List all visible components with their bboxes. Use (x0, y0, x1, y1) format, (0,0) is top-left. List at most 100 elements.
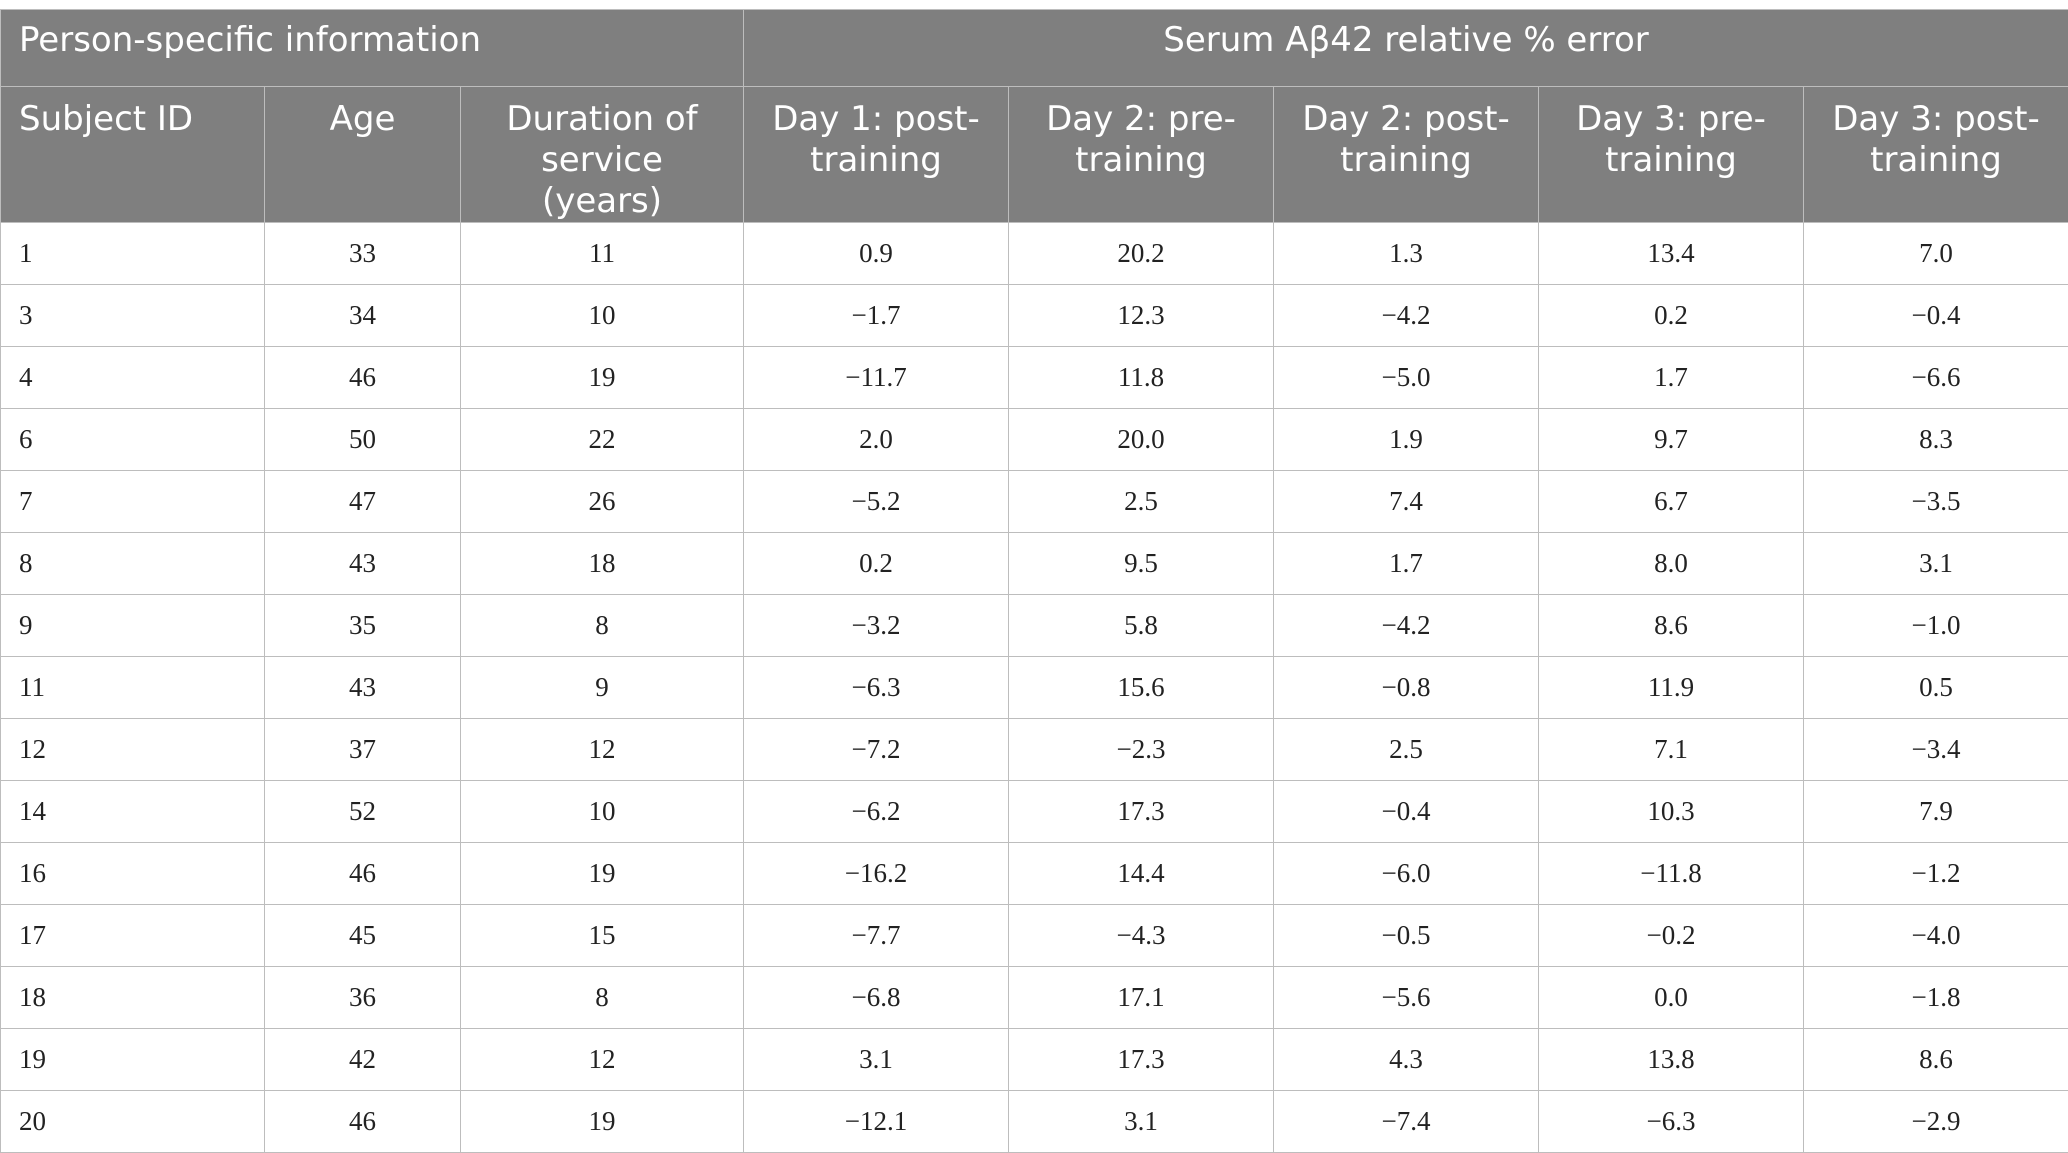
cell-day3-pre: 11.9 (1539, 657, 1804, 719)
cell-day3-post: 7.0 (1804, 223, 2068, 285)
cell-day2-pre: 20.0 (1009, 409, 1274, 471)
group-header-serum-error: Serum Aβ42 relative % error (744, 10, 2068, 87)
cell-day2-pre: 14.4 (1009, 843, 1274, 905)
cell-day2-post: 7.4 (1274, 471, 1539, 533)
serum-abeta42-error-table: Person-specific information Serum Aβ42 r… (0, 9, 2068, 1153)
cell-day3-post: −4.0 (1804, 905, 2068, 967)
cell-day1-post: −16.2 (744, 843, 1009, 905)
cell-day3-post: −2.9 (1804, 1091, 2068, 1153)
cell-duration-of-service: 19 (461, 1091, 744, 1153)
cell-day2-pre: 12.3 (1009, 285, 1274, 347)
cell-day3-pre: 7.1 (1539, 719, 1804, 781)
cell-age: 42 (265, 1029, 461, 1091)
cell-subject-id: 16 (1, 843, 265, 905)
cell-duration-of-service: 10 (461, 781, 744, 843)
cell-subject-id: 6 (1, 409, 265, 471)
cell-day2-pre: 9.5 (1009, 533, 1274, 595)
cell-day1-post: −6.2 (744, 781, 1009, 843)
cell-age: 50 (265, 409, 461, 471)
cell-day2-post: 1.7 (1274, 533, 1539, 595)
cell-day1-post: −7.7 (744, 905, 1009, 967)
cell-day3-post: 8.6 (1804, 1029, 2068, 1091)
cell-day1-post: 0.9 (744, 223, 1009, 285)
cell-day3-post: 0.5 (1804, 657, 2068, 719)
cell-duration-of-service: 12 (461, 1029, 744, 1091)
cell-day3-post: −3.4 (1804, 719, 2068, 781)
cell-day2-post: −0.4 (1274, 781, 1539, 843)
column-header-day1-post: Day 1: post-training (744, 87, 1009, 223)
cell-duration-of-service: 19 (461, 347, 744, 409)
cell-age: 45 (265, 905, 461, 967)
cell-subject-id: 8 (1, 533, 265, 595)
cell-age: 43 (265, 657, 461, 719)
cell-day3-pre: 1.7 (1539, 347, 1804, 409)
cell-day2-post: −5.0 (1274, 347, 1539, 409)
cell-duration-of-service: 8 (461, 595, 744, 657)
cell-day1-post: −1.7 (744, 285, 1009, 347)
cell-day3-post: −1.8 (1804, 967, 2068, 1029)
cell-subject-id: 17 (1, 905, 265, 967)
column-header-day3-pre: Day 3: pre-training (1539, 87, 1804, 223)
cell-day1-post: −3.2 (744, 595, 1009, 657)
cell-day2-pre: −2.3 (1009, 719, 1274, 781)
table-header: Person-specific information Serum Aβ42 r… (1, 10, 2068, 223)
group-header-person-info: Person-specific information (1, 10, 744, 87)
cell-age: 33 (265, 223, 461, 285)
group-header-row: Person-specific information Serum Aβ42 r… (1, 10, 2068, 87)
cell-duration-of-service: 12 (461, 719, 744, 781)
cell-subject-id: 18 (1, 967, 265, 1029)
cell-subject-id: 11 (1, 657, 265, 719)
column-header-duration-of-service: Duration of service (years) (461, 87, 744, 223)
cell-subject-id: 1 (1, 223, 265, 285)
cell-day3-pre: 9.7 (1539, 409, 1804, 471)
cell-day2-post: −6.0 (1274, 843, 1539, 905)
cell-day2-pre: 17.3 (1009, 781, 1274, 843)
cell-duration-of-service: 18 (461, 533, 744, 595)
cell-day3-pre: 8.0 (1539, 533, 1804, 595)
cell-day3-pre: 0.2 (1539, 285, 1804, 347)
cell-subject-id: 7 (1, 471, 265, 533)
cell-day3-post: 3.1 (1804, 533, 2068, 595)
cell-age: 52 (265, 781, 461, 843)
cell-day2-post: −0.8 (1274, 657, 1539, 719)
cell-day1-post: −12.1 (744, 1091, 1009, 1153)
cell-subject-id: 3 (1, 285, 265, 347)
cell-day3-post: −6.6 (1804, 347, 2068, 409)
cell-day2-post: 4.3 (1274, 1029, 1539, 1091)
cell-subject-id: 12 (1, 719, 265, 781)
cell-day2-pre: 17.1 (1009, 967, 1274, 1029)
cell-duration-of-service: 10 (461, 285, 744, 347)
column-header-day2-pre: Day 2: pre-training (1009, 87, 1274, 223)
cell-age: 35 (265, 595, 461, 657)
cell-day2-post: 2.5 (1274, 719, 1539, 781)
cell-subject-id: 9 (1, 595, 265, 657)
cell-day1-post: −7.2 (744, 719, 1009, 781)
cell-day1-post: 3.1 (744, 1029, 1009, 1091)
column-header-day3-post: Day 3: post-training (1804, 87, 2068, 223)
cell-day2-pre: 15.6 (1009, 657, 1274, 719)
column-header-day2-post: Day 2: post-training (1274, 87, 1539, 223)
cell-day2-post: 1.9 (1274, 409, 1539, 471)
cell-day3-post: −3.5 (1804, 471, 2068, 533)
column-header-row: Subject ID Age Duration of service (year… (1, 87, 2068, 223)
cell-day2-post: −5.6 (1274, 967, 1539, 1029)
cell-duration-of-service: 15 (461, 905, 744, 967)
cell-day3-post: −1.2 (1804, 843, 2068, 905)
cell-day3-post: −1.0 (1804, 595, 2068, 657)
cell-day3-pre: 0.0 (1539, 967, 1804, 1029)
cell-day3-pre: −11.8 (1539, 843, 1804, 905)
